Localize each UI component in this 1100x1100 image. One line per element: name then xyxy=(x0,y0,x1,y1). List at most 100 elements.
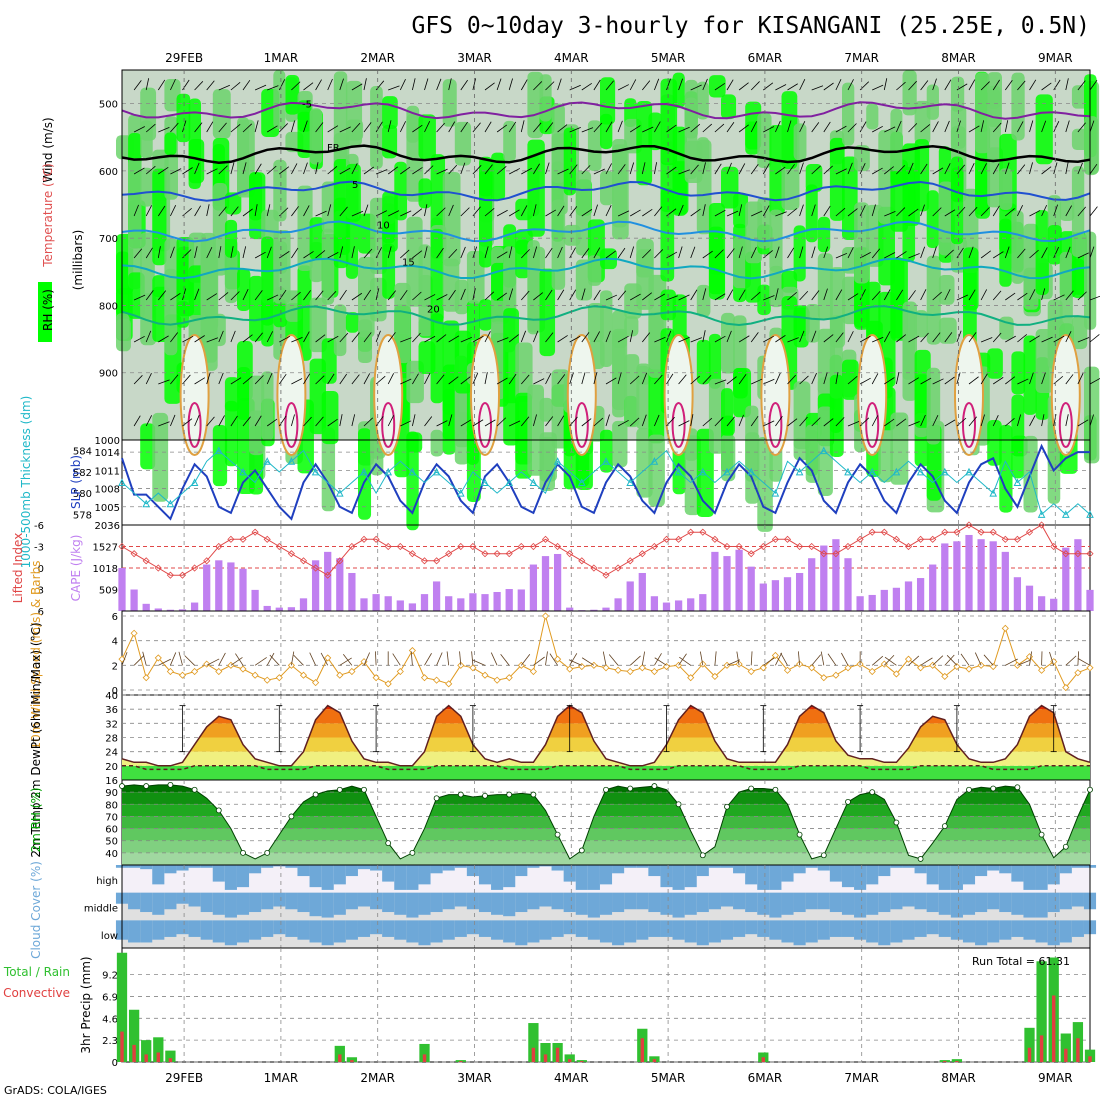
rh-contour-blob xyxy=(926,84,939,120)
upper-wind-barb xyxy=(702,162,706,175)
rh-contour-blob xyxy=(660,188,675,282)
upper-wind-barb xyxy=(303,82,314,91)
upper-wind-barb xyxy=(194,288,200,301)
upper-wind-barb xyxy=(775,288,779,301)
rh-contour-blob xyxy=(1047,224,1062,265)
wind-point xyxy=(687,674,695,682)
cloud-middle-cell xyxy=(1023,892,1036,918)
upper-wind-barb xyxy=(726,121,735,133)
rh-contour-blob xyxy=(249,275,264,342)
cloud-high-cell xyxy=(660,865,673,888)
cloud-middle-cell xyxy=(152,892,165,915)
upper-wind-barb xyxy=(835,207,846,217)
upper-wind-barb xyxy=(920,289,927,301)
li-point xyxy=(578,557,586,565)
upper-wind-barb xyxy=(666,295,678,301)
rh-contour-blob xyxy=(309,297,327,353)
rh-contour-blob xyxy=(769,125,785,216)
rh-contour-blob xyxy=(866,103,879,130)
upper-wind-barb xyxy=(811,246,816,259)
bottom-date-29FEB: 29FEB xyxy=(165,1071,203,1085)
upper-wind-barb xyxy=(145,330,152,343)
upper-wind-barb xyxy=(1017,80,1026,91)
rh-legend-swatch xyxy=(38,282,52,342)
rh-contour-blob xyxy=(345,163,361,222)
cape-bar xyxy=(808,558,816,611)
wind-barb xyxy=(568,659,582,666)
upper-wind-barb xyxy=(581,209,593,217)
cloud-middle-cell xyxy=(503,892,516,917)
rh-contour-blob xyxy=(491,152,506,201)
thickness-point xyxy=(1086,510,1094,518)
upper-wind-barb xyxy=(714,335,726,343)
upper-wind-barb xyxy=(242,376,253,385)
upper-wind-barb xyxy=(448,78,452,91)
upper-wind-barb xyxy=(291,247,299,259)
cloud-middle-cell xyxy=(720,892,734,907)
upper-wind-barb xyxy=(533,246,538,259)
cloud-middle-cell xyxy=(866,892,879,915)
upper-wind-barb xyxy=(400,420,412,427)
upper-wind-barb xyxy=(448,289,456,301)
wind-point xyxy=(820,674,828,682)
upper-wind-barb xyxy=(472,335,484,343)
upper-wind-barb xyxy=(835,372,839,385)
rh-contour-blob xyxy=(418,275,433,337)
upper-wind-barb xyxy=(400,166,411,175)
upper-ylabel-rh: RH (%) xyxy=(41,289,55,331)
upper-wind-barb xyxy=(678,246,683,259)
thickness-point xyxy=(868,467,877,476)
li-point xyxy=(263,535,271,543)
upper-wind-barb xyxy=(327,335,339,343)
convective-plume xyxy=(373,334,404,456)
cape-bar xyxy=(977,539,985,611)
upper-wind-barb xyxy=(787,164,795,175)
upper-wind-barb xyxy=(678,294,690,301)
upper-wind-barb xyxy=(799,79,806,91)
cloud-middle-cell xyxy=(1059,892,1072,910)
thickness-point xyxy=(602,457,610,465)
wind-point xyxy=(614,666,622,674)
upper-wind-barb xyxy=(702,288,707,301)
upper-wind-barb xyxy=(315,250,326,259)
top-date-3MAR: 3MAR xyxy=(457,51,492,65)
cloud-middle-cell xyxy=(563,892,576,913)
rh-contour-blob xyxy=(321,390,339,445)
rh-contour-blob xyxy=(333,71,348,170)
upper-wind-barb xyxy=(654,121,661,133)
cloud-high-cell xyxy=(769,865,782,890)
wind-point xyxy=(1086,664,1094,672)
upper-wind-barb xyxy=(763,126,775,133)
top-date-2MAR: 2MAR xyxy=(360,51,395,65)
cloud-low-cell xyxy=(829,920,842,937)
bottom-date-6MAR: 6MAR xyxy=(748,1071,783,1085)
precip-conv-bar xyxy=(350,1060,354,1062)
wind-barb xyxy=(1049,651,1055,666)
wind-barb xyxy=(184,655,195,666)
temp-tick-24: 24 xyxy=(105,748,118,759)
upper-wind-barb xyxy=(1017,248,1026,259)
cloud-low-cell xyxy=(648,920,661,937)
cloud-high-cell xyxy=(503,865,516,888)
rh-contour-blob xyxy=(587,120,602,171)
convective-core xyxy=(284,402,299,448)
upper-wind-barb xyxy=(775,166,786,175)
upper-wind-barb xyxy=(508,373,517,385)
upper-wind-barb xyxy=(533,163,540,175)
upper-wind-barb xyxy=(932,415,939,427)
upper-wind-barb xyxy=(400,378,412,385)
bottom-date-2MAR: 2MAR xyxy=(360,1071,395,1085)
upper-wind-barb xyxy=(218,206,227,217)
li-point xyxy=(554,542,562,551)
upper-wind-barb xyxy=(605,377,617,385)
thickness-point xyxy=(844,467,852,476)
cloud-low-cell xyxy=(273,920,286,935)
upper-wind-barb xyxy=(351,163,358,175)
cloud-middle-cell xyxy=(454,892,467,907)
convective-plume xyxy=(470,334,500,456)
upper-wind-barb xyxy=(944,376,955,385)
upper-wind-barb xyxy=(690,208,701,217)
upper-wind-barb xyxy=(956,294,968,301)
cloud-high-cell xyxy=(733,865,746,874)
